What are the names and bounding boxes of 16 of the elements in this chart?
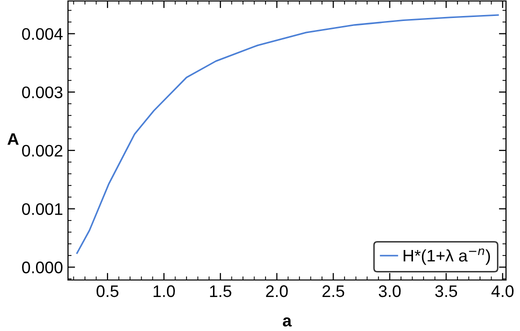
x-tick-label: 2.5 xyxy=(322,285,344,298)
x-axis-title: a xyxy=(282,317,292,327)
legend-label: H*(1+λ a$^{−n}$) xyxy=(404,248,490,265)
x-tick-label: 4.0 xyxy=(491,285,514,298)
x-tick-label: 0.5 xyxy=(96,285,118,298)
x-tick-label: 3.0 xyxy=(378,285,401,298)
x-tick-label: 1.5 xyxy=(210,285,232,298)
y-tick-label: 0.000 xyxy=(22,262,62,274)
y-tick-label: 0.002 xyxy=(22,144,62,157)
y-axis-title: A xyxy=(8,133,19,145)
x-tick-label: 1.0 xyxy=(154,285,175,298)
y-tick-label: 0.001 xyxy=(22,203,62,215)
x-tick-label: 3.5 xyxy=(435,285,458,298)
y-tick-label: 0.003 xyxy=(22,86,62,98)
x-tick-label: 2.0 xyxy=(266,285,288,298)
y-tick-label: 0.004 xyxy=(22,28,63,40)
